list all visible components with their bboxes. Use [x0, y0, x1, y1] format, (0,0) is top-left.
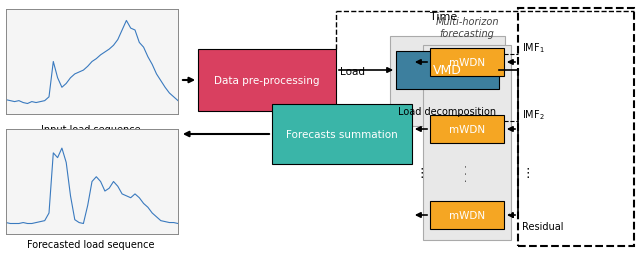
Text: mWDN: mWDN [449, 210, 485, 220]
Text: Input load sequence: Input load sequence [41, 124, 141, 134]
Bar [430, 201, 504, 229]
Text: · · ·: · · · [462, 163, 472, 181]
Text: Load: Load [340, 67, 365, 77]
Text: Forecasts summation: Forecasts summation [286, 130, 398, 139]
Text: Multi-horizon
forecasting: Multi-horizon forecasting [435, 17, 499, 39]
Bar [430, 116, 504, 144]
Text: Residual: Residual [522, 221, 563, 231]
Bar [272, 105, 412, 164]
Text: mWDN: mWDN [449, 58, 485, 68]
Text: Load decomposition: Load decomposition [399, 107, 497, 117]
Text: VMD: VMD [433, 64, 462, 77]
Bar [430, 49, 504, 77]
Text: Time: Time [430, 12, 457, 22]
Bar [518, 9, 634, 246]
Text: Data pre-processing: Data pre-processing [214, 76, 320, 86]
Text: IMF$_2$: IMF$_2$ [522, 108, 545, 121]
Text: ⋮: ⋮ [416, 166, 428, 179]
Text: IMF$_1$: IMF$_1$ [522, 41, 545, 55]
Text: ⋮: ⋮ [522, 166, 534, 179]
Text: mWDN: mWDN [449, 124, 485, 134]
Bar [198, 50, 336, 112]
Bar [390, 37, 505, 126]
Text: Forecasted load sequence: Forecasted load sequence [28, 239, 155, 249]
Bar [423, 46, 511, 240]
Bar [396, 52, 499, 90]
